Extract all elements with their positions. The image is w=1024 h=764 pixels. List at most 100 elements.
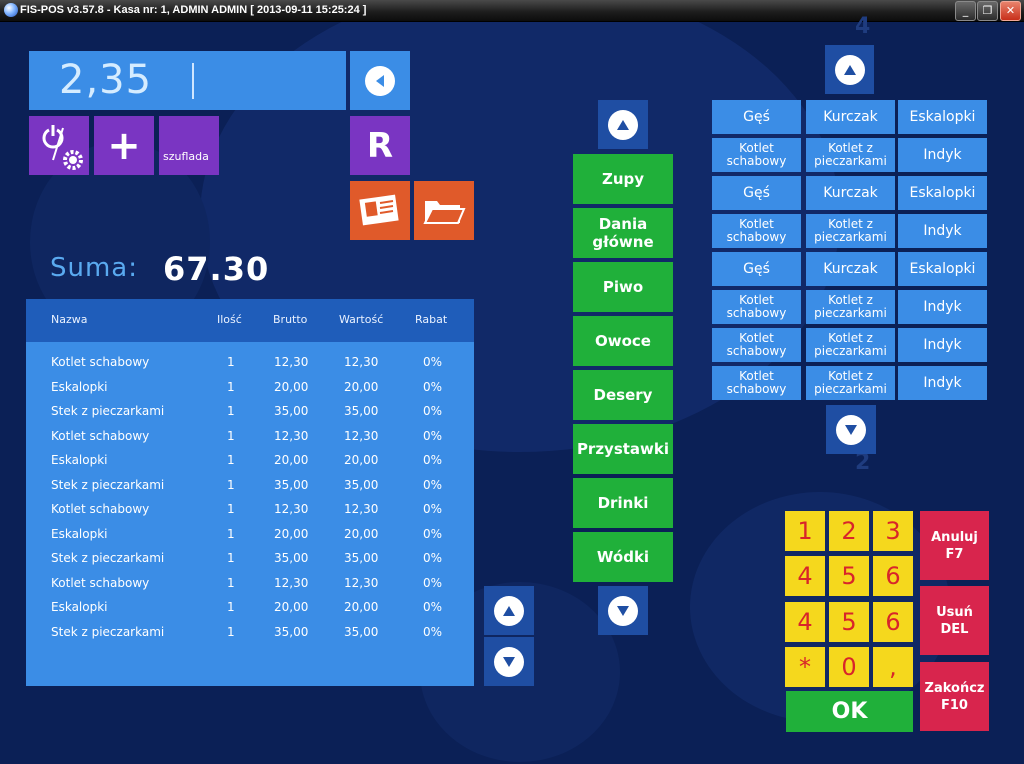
table-row[interactable]: Stek z pieczarkami 1 35,00 35,00 0% bbox=[26, 546, 474, 570]
table-cell: Eskalopki bbox=[51, 526, 108, 541]
keypad-key[interactable]: 1 bbox=[785, 511, 825, 551]
table-cell: 0% bbox=[423, 575, 443, 590]
table-row[interactable]: Stek z pieczarkami 1 35,00 35,00 0% bbox=[26, 620, 474, 644]
product-button[interactable]: Eskalopki bbox=[898, 176, 987, 210]
table-cell: 12,30 bbox=[344, 575, 379, 590]
table-cell: 20,00 bbox=[344, 526, 379, 541]
category-button[interactable]: Piwo bbox=[573, 262, 673, 312]
category-button[interactable]: Przystawki bbox=[573, 424, 673, 474]
category-scroll-up-button[interactable] bbox=[598, 100, 648, 149]
arrow-down-icon bbox=[494, 646, 524, 677]
keypad-key[interactable]: 0 bbox=[829, 647, 869, 687]
finish-button[interactable]: Zakończ F10 bbox=[920, 662, 989, 731]
open-folder-button[interactable] bbox=[414, 181, 474, 240]
keypad-key[interactable]: 4 bbox=[785, 602, 825, 642]
category-button[interactable]: Drinki bbox=[573, 478, 673, 528]
table-row[interactable]: Eskalopki 1 20,00 20,00 0% bbox=[26, 448, 474, 472]
arrow-up-icon bbox=[494, 595, 524, 626]
product-button[interactable]: Indyk bbox=[898, 138, 987, 172]
product-button[interactable]: Kotlet z pieczarkami bbox=[806, 366, 895, 400]
category-button[interactable]: Owoce bbox=[573, 316, 673, 366]
product-scroll-down-button[interactable] bbox=[826, 405, 876, 454]
table-cell: 35,00 bbox=[344, 477, 379, 492]
r-button[interactable]: R bbox=[350, 116, 410, 175]
keypad-key[interactable]: 3 bbox=[873, 511, 913, 551]
product-button[interactable]: Kurczak bbox=[806, 176, 895, 210]
table-cell: Eskalopki bbox=[51, 600, 108, 614]
table-row[interactable]: Kotlet schabowy 1 12,30 12,30 0% bbox=[26, 424, 474, 448]
backspace-button[interactable] bbox=[350, 51, 410, 110]
table-row[interactable]: Kotlet schabowy 1 12,30 12,30 0% bbox=[26, 350, 474, 374]
table-cell: 1 bbox=[227, 428, 235, 443]
keypad-key[interactable]: , bbox=[873, 647, 913, 687]
column-header: Brutto bbox=[273, 313, 308, 326]
table-row[interactable]: Kotlet schabowy 1 12,30 12,30 0% bbox=[26, 571, 474, 595]
minimize-button[interactable]: _ bbox=[955, 1, 976, 21]
product-button[interactable]: Kotlet z pieczarkami bbox=[806, 290, 895, 324]
category-scroll-down-button[interactable] bbox=[598, 586, 648, 635]
delete-button[interactable]: Usuń DEL bbox=[920, 586, 989, 655]
cancel-button[interactable]: Anuluj F7 bbox=[920, 511, 989, 580]
product-scroll-up-button[interactable] bbox=[825, 45, 874, 94]
table-cell: 35,00 bbox=[344, 624, 379, 639]
restore-button[interactable]: ❐ bbox=[977, 1, 998, 21]
category-button[interactable]: Zupy bbox=[573, 154, 673, 204]
keypad-key[interactable]: 6 bbox=[873, 602, 913, 642]
product-button[interactable]: Kotlet schabowy bbox=[712, 366, 801, 400]
table-row[interactable]: Stek z pieczarkami 1 35,00 35,00 0% bbox=[26, 399, 474, 423]
product-button[interactable]: Indyk bbox=[898, 214, 987, 248]
drawer-button[interactable]: szuflada bbox=[159, 116, 219, 175]
product-button[interactable]: Eskalopki bbox=[898, 100, 987, 134]
product-button[interactable]: Kotlet z pieczarkami bbox=[806, 214, 895, 248]
table-row[interactable]: Stek z pieczarkami 1 35,00 35,00 0% bbox=[26, 473, 474, 497]
table-cell: 35,00 bbox=[274, 477, 309, 492]
table-row[interactable]: Eskalopki 1 20,00 20,00 0% bbox=[26, 595, 474, 619]
customer-card-button[interactable] bbox=[350, 181, 410, 240]
arrow-down-icon bbox=[836, 414, 866, 445]
product-button[interactable]: Gęś bbox=[712, 252, 801, 286]
product-button[interactable]: Kotlet schabowy bbox=[712, 138, 801, 172]
table-cell: 20,00 bbox=[344, 453, 379, 467]
keypad-key[interactable]: 6 bbox=[873, 556, 913, 596]
table-cell: 20,00 bbox=[344, 379, 379, 394]
table-row[interactable]: Eskalopki 1 20,00 20,00 0% bbox=[26, 375, 474, 399]
product-button[interactable]: Kotlet schabowy bbox=[712, 290, 801, 324]
order-scroll-up-button[interactable] bbox=[484, 586, 534, 635]
product-button[interactable]: Kotlet z pieczarkami bbox=[806, 328, 895, 362]
product-button[interactable]: Kotlet schabowy bbox=[712, 214, 801, 248]
background-digit: 2 bbox=[855, 450, 871, 475]
product-button[interactable]: Indyk bbox=[898, 290, 987, 324]
order-table: Nazwa Ilość Brutto Wartość Rabat Kotlet … bbox=[26, 299, 474, 686]
close-button[interactable]: ✕ bbox=[1000, 1, 1021, 21]
product-button[interactable]: Gęś bbox=[712, 176, 801, 210]
table-cell: Stek z pieczarkami bbox=[51, 624, 165, 639]
product-button[interactable]: Gęś bbox=[712, 100, 801, 134]
category-button[interactable]: Dania główne bbox=[573, 208, 673, 258]
logout-settings-button[interactable] bbox=[29, 116, 89, 175]
category-button[interactable]: Wódki bbox=[573, 532, 673, 582]
order-scroll-down-button[interactable] bbox=[484, 637, 534, 686]
keypad-key[interactable]: 5 bbox=[829, 556, 869, 596]
product-button[interactable]: Kotlet schabowy bbox=[712, 328, 801, 362]
ok-button[interactable]: OK bbox=[786, 691, 913, 732]
product-button[interactable]: Kurczak bbox=[806, 100, 895, 134]
product-button[interactable]: Indyk bbox=[898, 366, 987, 400]
product-button[interactable]: Kurczak bbox=[806, 252, 895, 286]
product-button[interactable]: Indyk bbox=[898, 328, 987, 362]
arrow-up-icon bbox=[834, 54, 865, 85]
keypad-key[interactable]: * bbox=[785, 647, 825, 687]
table-cell: Stek z pieczarkami bbox=[51, 477, 165, 492]
category-button[interactable]: Desery bbox=[573, 370, 673, 420]
keypad-key[interactable]: 4 bbox=[785, 556, 825, 596]
keypad-key[interactable]: 2 bbox=[829, 511, 869, 551]
table-row[interactable]: Kotlet schabowy 1 12,30 12,30 0% bbox=[26, 497, 474, 521]
table-cell: 0% bbox=[423, 502, 443, 516]
table-cell: 20,00 bbox=[274, 379, 309, 394]
add-button[interactable]: + bbox=[94, 116, 154, 175]
product-button[interactable]: Eskalopki bbox=[898, 252, 987, 286]
keypad-key[interactable]: 5 bbox=[829, 602, 869, 642]
table-cell: 1 bbox=[227, 624, 235, 639]
product-button[interactable]: Kotlet z pieczarkami bbox=[806, 138, 895, 172]
table-cell: 35,00 bbox=[344, 404, 379, 418]
table-row[interactable]: Eskalopki 1 20,00 20,00 0% bbox=[26, 522, 474, 546]
